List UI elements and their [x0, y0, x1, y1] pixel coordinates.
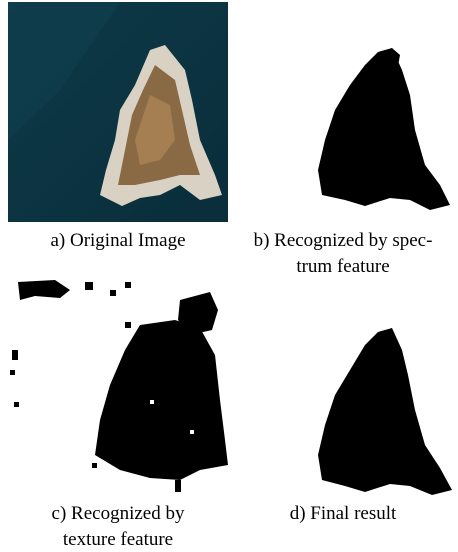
caption: a) Original Image [50, 230, 185, 251]
caption: texture feature [63, 529, 173, 550]
page: a) Original Image b) Recognized by spec-… [0, 0, 458, 552]
caption: b) Recognized by spec- [254, 230, 433, 251]
caption: trum feature [296, 256, 389, 277]
texture-result [10, 280, 228, 492]
spectrum-result [318, 48, 450, 210]
caption: c) Recognized by [52, 503, 185, 524]
original-image [8, 2, 228, 222]
final-result [318, 328, 452, 495]
figure: a) Original Image b) Recognized by spec-… [0, 0, 458, 552]
caption: d) Final result [290, 503, 397, 524]
